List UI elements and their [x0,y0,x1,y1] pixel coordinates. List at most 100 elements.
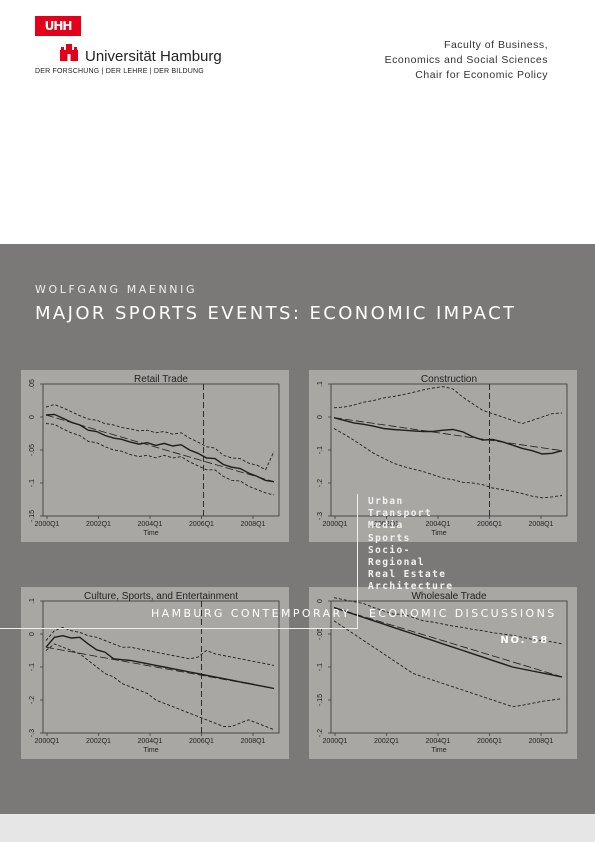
x-tick-label: 2006Q1 [189,521,214,528]
x-tick-label: 2006Q1 [189,738,214,745]
y-tick-label: -.3 [317,512,324,520]
series-line [333,428,563,499]
y-tick-label: .05 [29,379,36,389]
x-axis-label: Time [431,530,446,537]
y-tick-label: -.1 [317,446,324,454]
divider-horizontal [0,628,357,629]
y-tick-label: -.15 [29,510,36,522]
chart-title: Wholesale Trade [411,591,486,602]
trend-line [45,414,275,483]
x-tick-label: 2004Q1 [138,738,163,745]
topic-item: Transport [368,508,433,520]
series-line [45,634,275,690]
chart-title: Retail Trade [134,374,188,385]
x-tick-label: 2004Q1 [426,738,451,745]
x-tick-label: 2000Q1 [35,738,60,745]
series-line [333,620,563,708]
x-tick-label: 2000Q1 [35,521,60,528]
y-tick-label: -.05 [317,628,324,640]
y-tick-label: .1 [29,598,36,604]
y-tick-label: -.2 [317,729,324,737]
series-line [333,597,563,645]
chart-culture-sports-svg: Culture, Sports, and Entertainment -.3 -.2… [29,591,280,754]
x-tick-label: 2008Q1 [529,738,554,745]
issue-number: NO. 58 [500,635,549,646]
chart-construction-svg: Construction -.3 -.2 -.1 0 .1 2000Q1 2002Q1 2004… [317,374,568,537]
topic-item: Real Estate [368,569,447,581]
chart-title: Construction [421,374,477,385]
chart-retail-trade-svg: Retail Trade -.15 -.1 -.05 0 .05 2000Q1 2002Q1 2… [29,374,280,537]
x-tick-label: 2000Q1 [323,521,348,528]
x-tick-label: 2002Q1 [374,521,399,528]
series-line [333,417,563,455]
university-name: Universität Hamburg [85,48,222,65]
series-line [45,404,275,471]
faculty-line: Economics and Social Sciences [384,54,548,66]
faculty-line: Faculty of Business, [444,39,548,51]
author-name: WOLFGANG MAENNIG [35,283,198,296]
x-tick-label: 2000Q1 [323,738,348,745]
chart-wholesale-trade-svg: Wholesale Trade -.2 -.15 -.1 -.05 0 2000Q1 2002… [317,591,568,754]
paper-title: MAJOR SPORTS EVENTS: ECONOMIC IMPACT [35,303,517,324]
chart-construction: Construction -.3 -.2 -.1 0 .1 2000Q1 2002Q1 2004… [309,370,577,542]
x-tick-label: 2004Q1 [426,521,451,528]
x-tick-label: 2002Q1 [374,738,399,745]
y-tick-label: 0 [317,415,324,419]
series-line [333,386,563,425]
y-tick-label: 0 [29,632,36,636]
topic-item: Sports [368,532,411,544]
x-axis-label: Time [431,747,446,754]
x-tick-label: 2002Q1 [86,521,111,528]
trend-line [333,417,563,452]
y-tick-label: -.3 [29,729,36,737]
y-tick-label: .1 [317,381,324,387]
university-seal-icon [58,41,80,67]
trend-line [45,646,275,689]
topic-item: Architecture [368,581,454,593]
x-axis-label: Time [143,530,158,537]
chart-wholesale-trade: Wholesale Trade -.2 -.15 -.1 -.05 0 2000Q1 2002… [309,587,577,759]
series-line [45,413,275,483]
university-logo-text: UHH [44,19,73,33]
y-tick-label: -.05 [29,444,36,456]
university-tagline: DER FORSCHUNG | DER LEHRE | DER BILDUNG [35,68,204,75]
plot-frame [330,600,568,734]
topic-item: Media [368,520,404,532]
x-axis-label: Time [143,747,158,754]
chart-title: Culture, Sports, and Entertainment [84,591,238,602]
x-tick-label: 2002Q1 [86,738,111,745]
y-tick-label: 0 [29,415,36,419]
trend-line [333,607,563,678]
series-line [45,423,275,496]
university-logo-mark [35,16,81,36]
series-line [45,643,275,731]
y-tick-label: 0 [317,599,324,603]
y-tick-label: -.1 [317,663,324,671]
chart-culture-sports: Culture, Sports, and Entertainment -.3 -.2… [21,587,289,759]
x-tick-label: 2008Q1 [241,738,266,745]
topic-list: Urban Transport Media Sports Socio- Regi… [368,496,453,594]
y-tick-label: -.2 [317,479,324,487]
series-name-left: HAMBURG CONTEMPORARY [151,607,351,620]
series-line [333,606,563,678]
x-tick-label: 2008Q1 [529,521,554,528]
topic-item: Urban [368,496,404,507]
faculty-block: Faculty of Business, Economics and Socia… [385,38,548,83]
topic-item: Socio- [368,544,411,556]
x-tick-label: 2006Q1 [477,521,502,528]
x-tick-label: 2004Q1 [138,521,163,528]
series-line [45,626,275,666]
x-tick-label: 2006Q1 [477,738,502,745]
footer-strip [0,814,595,842]
y-tick-label: -.1 [29,663,36,671]
y-tick-label: -.2 [29,696,36,704]
y-tick-label: -.1 [29,479,36,487]
plot-frame [42,383,280,517]
faculty-line: Chair for Economic Policy [415,69,548,81]
series-name-right: ECONOMIC DISCUSSIONS [369,607,557,620]
divider-vertical [357,494,358,629]
chart-retail-trade: Retail Trade -.15 -.1 -.05 0 .05 2000Q1 2002Q1 2… [21,370,289,542]
x-tick-label: 2008Q1 [241,521,266,528]
topic-item: Regional [368,557,425,569]
y-tick-label: -.15 [317,694,324,706]
